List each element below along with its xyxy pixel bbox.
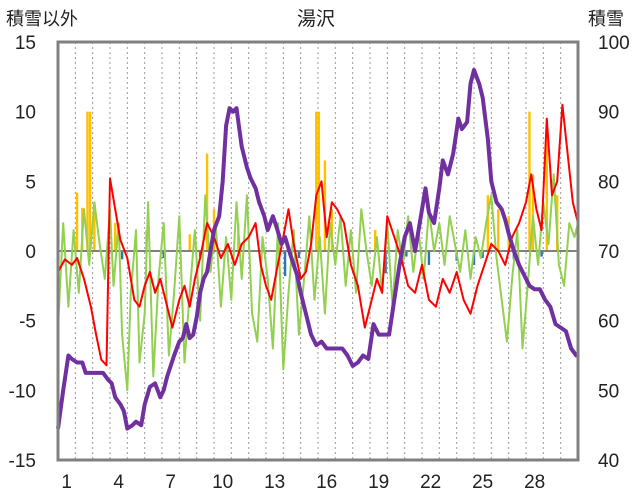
x-tick-label: 22 xyxy=(420,472,441,493)
x-tick-label: 7 xyxy=(165,472,176,493)
blue-bar xyxy=(427,251,431,265)
x-axis: 1 4 7 10 13 16 19 22 25 28 xyxy=(61,472,545,493)
x-tick-label: 4 xyxy=(113,472,124,493)
x-tick-label: 28 xyxy=(524,472,545,493)
y-right-tick-label: 50 xyxy=(598,381,619,402)
orange-bar xyxy=(497,209,500,251)
y-right-tick-label: 90 xyxy=(598,103,619,124)
series-lines xyxy=(56,67,579,431)
y-left-tick-label: 0 xyxy=(25,242,36,263)
x-tick-label: 10 xyxy=(212,472,233,493)
y-right-tick-label: 70 xyxy=(598,242,619,263)
red-series-line xyxy=(57,103,579,367)
y-left-tick-label: -5 xyxy=(19,312,36,333)
orange-bar xyxy=(88,111,92,252)
y-left-tick-label: -10 xyxy=(9,381,36,402)
x-tick-label: 16 xyxy=(316,472,337,493)
orange-bar xyxy=(317,111,321,252)
y-right-tick-label: 100 xyxy=(598,33,630,54)
y-left-tick-label: 10 xyxy=(15,103,36,124)
chart-title: 湯沢 xyxy=(297,8,335,30)
y-left-tick-label: 5 xyxy=(25,172,36,193)
y-right-tick-label: 40 xyxy=(598,451,619,472)
orange-bar xyxy=(188,234,191,251)
y-right-tick-label: 80 xyxy=(598,172,619,193)
y-left-tick-label: -15 xyxy=(9,451,36,472)
orange-bar xyxy=(205,153,209,251)
blue-bar xyxy=(384,251,387,274)
blue-bar xyxy=(162,251,165,258)
blue-bar xyxy=(120,251,124,260)
left-axis-title: 積雪以外 xyxy=(6,9,78,29)
blue-bar xyxy=(405,251,408,257)
orange-bar xyxy=(93,202,96,251)
orange-bar xyxy=(486,195,490,251)
x-tick-label: 13 xyxy=(264,472,285,493)
y-left-tick-label: 15 xyxy=(15,33,36,54)
x-tick-label: 1 xyxy=(61,472,72,493)
snow-depth-series-line xyxy=(56,67,579,431)
orange-bar xyxy=(86,111,89,252)
green-series-line xyxy=(57,173,579,392)
orange-bar xyxy=(531,174,535,251)
orange-bar xyxy=(545,125,548,251)
plot-frame xyxy=(56,40,580,462)
x-tick-label: 19 xyxy=(368,472,389,493)
blue-bar xyxy=(481,251,484,258)
orange-bar xyxy=(374,230,377,251)
right-axis-title: 積雪 xyxy=(588,9,624,29)
blue-bar xyxy=(540,251,543,257)
right-y-axis: 40 50 60 70 80 90 100 xyxy=(598,33,630,472)
blue-bar xyxy=(283,251,287,277)
orange-bar xyxy=(114,223,117,251)
blue-bar xyxy=(297,251,301,258)
orange-bar xyxy=(75,192,79,251)
left-y-axis: -15 -10 -5 0 5 10 15 xyxy=(9,33,36,472)
orange-bar xyxy=(315,111,318,252)
x-tick-label: 25 xyxy=(472,472,493,493)
y-right-tick-label: 60 xyxy=(598,312,619,333)
orange-bar xyxy=(323,160,327,251)
